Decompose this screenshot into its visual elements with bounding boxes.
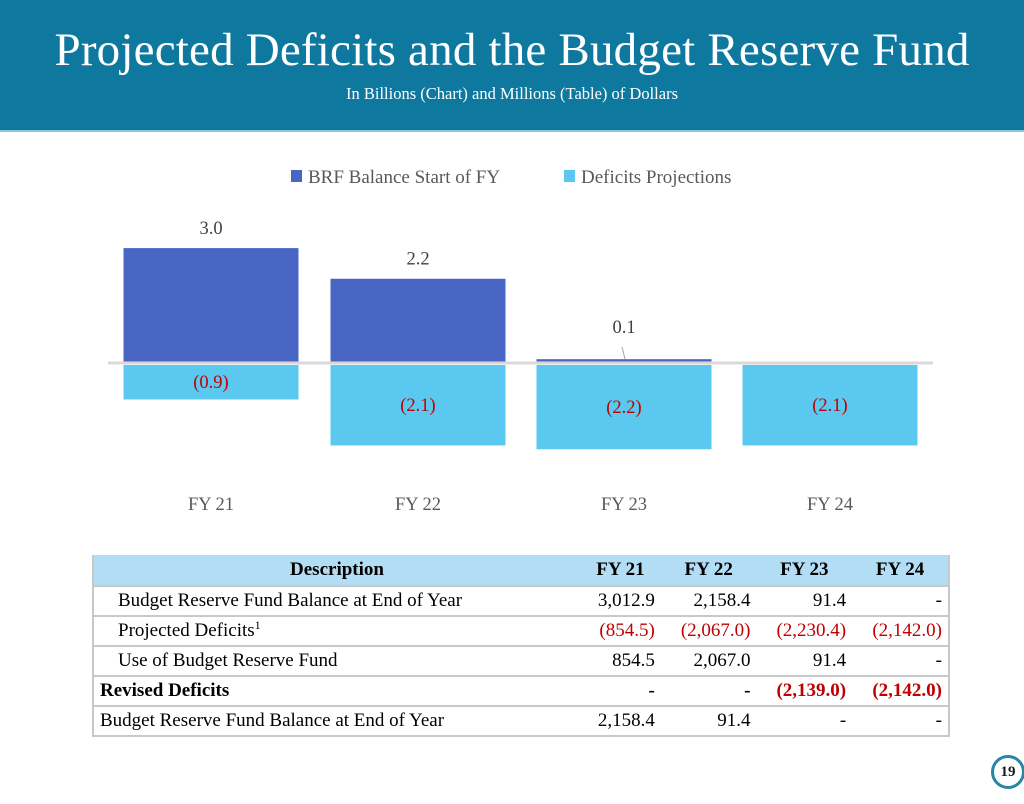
table-cell: 91.4 — [660, 706, 757, 737]
row-description: Budget Reserve Fund Balance at End of Ye… — [93, 586, 580, 617]
data-label: (0.9) — [193, 373, 228, 393]
table-row: Budget Reserve Fund Balance at End of Ye… — [93, 706, 949, 737]
legend-label-deficits: Deficits Projections — [581, 167, 731, 188]
table-row: Projected Deficits1 (854.5) (2,067.0) (2,23… — [93, 616, 949, 647]
bar-brf-balance-fy22 — [330, 278, 506, 363]
table-cell: - — [852, 586, 949, 617]
table-cell: - — [756, 706, 853, 737]
table-header-row: Description FY 21 FY 22 FY 23 FY 24 — [93, 555, 949, 587]
legend-swatch-deficits — [564, 170, 575, 182]
table-cell: (2,067.0) — [660, 616, 757, 647]
table-cell: (2,230.4) — [756, 616, 853, 647]
table-cell: 2,158.4 — [660, 586, 757, 617]
column-header: FY 22 — [660, 555, 757, 587]
chart-legend: BRF Balance Start of FY Deficits Project… — [291, 167, 731, 188]
deficits-bar-chart: BRF Balance Start of FY Deficits Project… — [108, 167, 933, 515]
table-row: Use of Budget Reserve Fund 854.5 2,067.0 91… — [93, 646, 949, 677]
row-description: Projected Deficits1 — [93, 616, 580, 647]
row-label: Budget Reserve Fund Balance at End of Ye… — [100, 710, 445, 731]
data-label: (2.2) — [606, 398, 641, 418]
row-description: Budget Reserve Fund Balance at End of Ye… — [93, 706, 580, 737]
table-cell: - — [660, 676, 757, 707]
row-label: Budget Reserve Fund Balance at End of Ye… — [118, 590, 463, 611]
column-header: FY 23 — [756, 555, 853, 587]
title-banner: Projected Deficits and the Budget Reserv… — [0, 0, 1024, 132]
row-label: Projected Deficits — [118, 620, 255, 641]
table-row: Budget Reserve Fund Balance at End of Ye… — [93, 586, 949, 617]
row-description: Use of Budget Reserve Fund — [93, 646, 580, 677]
table-cell: (2,142.0) — [852, 616, 949, 647]
table-cell: 2,158.4 — [580, 706, 661, 737]
data-label-leader-line — [621, 346, 626, 360]
table-cell: (2,139.0) — [756, 676, 853, 707]
legend-label-brf-balance: BRF Balance Start of FY — [308, 167, 500, 188]
footnote-marker: 1 — [254, 618, 261, 632]
data-label: 0.1 — [612, 318, 635, 338]
bar-brf-balance-fy23 — [536, 359, 712, 363]
x-tick-label: FY 22 — [395, 495, 441, 515]
chart-data-labels: 3.0 2.2 0.1 (0.9) (2.1) (2.2) (2.1) — [193, 219, 847, 418]
data-label: 2.2 — [406, 250, 429, 270]
column-header: FY 24 — [852, 555, 949, 587]
bar-brf-balance-fy21 — [123, 248, 299, 363]
bar-deficit-fy21 — [123, 365, 299, 400]
data-label: 3.0 — [199, 219, 222, 239]
table-cell: (854.5) — [580, 616, 661, 647]
chart-bars — [123, 248, 918, 450]
bar-deficit-fy22 — [330, 365, 506, 446]
page-title: Projected Deficits and the Budget Reserv… — [54, 24, 970, 76]
table-cell: 3,012.9 — [580, 586, 661, 617]
table-cell: - — [852, 706, 949, 737]
table-cell: 91.4 — [756, 646, 853, 677]
table-cell: 2,067.0 — [660, 646, 757, 677]
column-header: Description — [93, 555, 580, 587]
x-tick-label: FY 21 — [188, 495, 234, 515]
x-tick-label: FY 24 — [807, 495, 853, 515]
table-row: Revised Deficits - - (2,139.0) (2,142.0) — [93, 676, 949, 707]
x-axis-tick-labels: FY 21 FY 22 FY 23 FY 24 — [188, 495, 853, 515]
page-subtitle: In Billions (Chart) and Millions (Table)… — [346, 84, 678, 103]
table-cell: 91.4 — [756, 586, 853, 617]
page-number-badge: 19 — [991, 755, 1024, 789]
table-cell: (2,142.0) — [852, 676, 949, 707]
data-label: (2.1) — [400, 396, 435, 416]
x-tick-label: FY 23 — [601, 495, 647, 515]
table-cell: - — [852, 646, 949, 677]
bar-deficit-fy24 — [742, 365, 918, 446]
budget-reserve-table: Description FY 21 FY 22 FY 23 FY 24 Budg… — [92, 555, 950, 737]
row-label: Revised Deficits — [100, 680, 230, 701]
table-cell: 854.5 — [580, 646, 661, 677]
legend-swatch-brf-balance — [291, 170, 302, 182]
column-header: FY 21 — [580, 555, 661, 587]
data-label: (2.1) — [812, 396, 847, 416]
bar-deficit-fy23 — [536, 365, 712, 450]
row-label: Use of Budget Reserve Fund — [118, 650, 338, 671]
table-cell: - — [580, 676, 661, 707]
row-description: Revised Deficits — [93, 676, 580, 707]
